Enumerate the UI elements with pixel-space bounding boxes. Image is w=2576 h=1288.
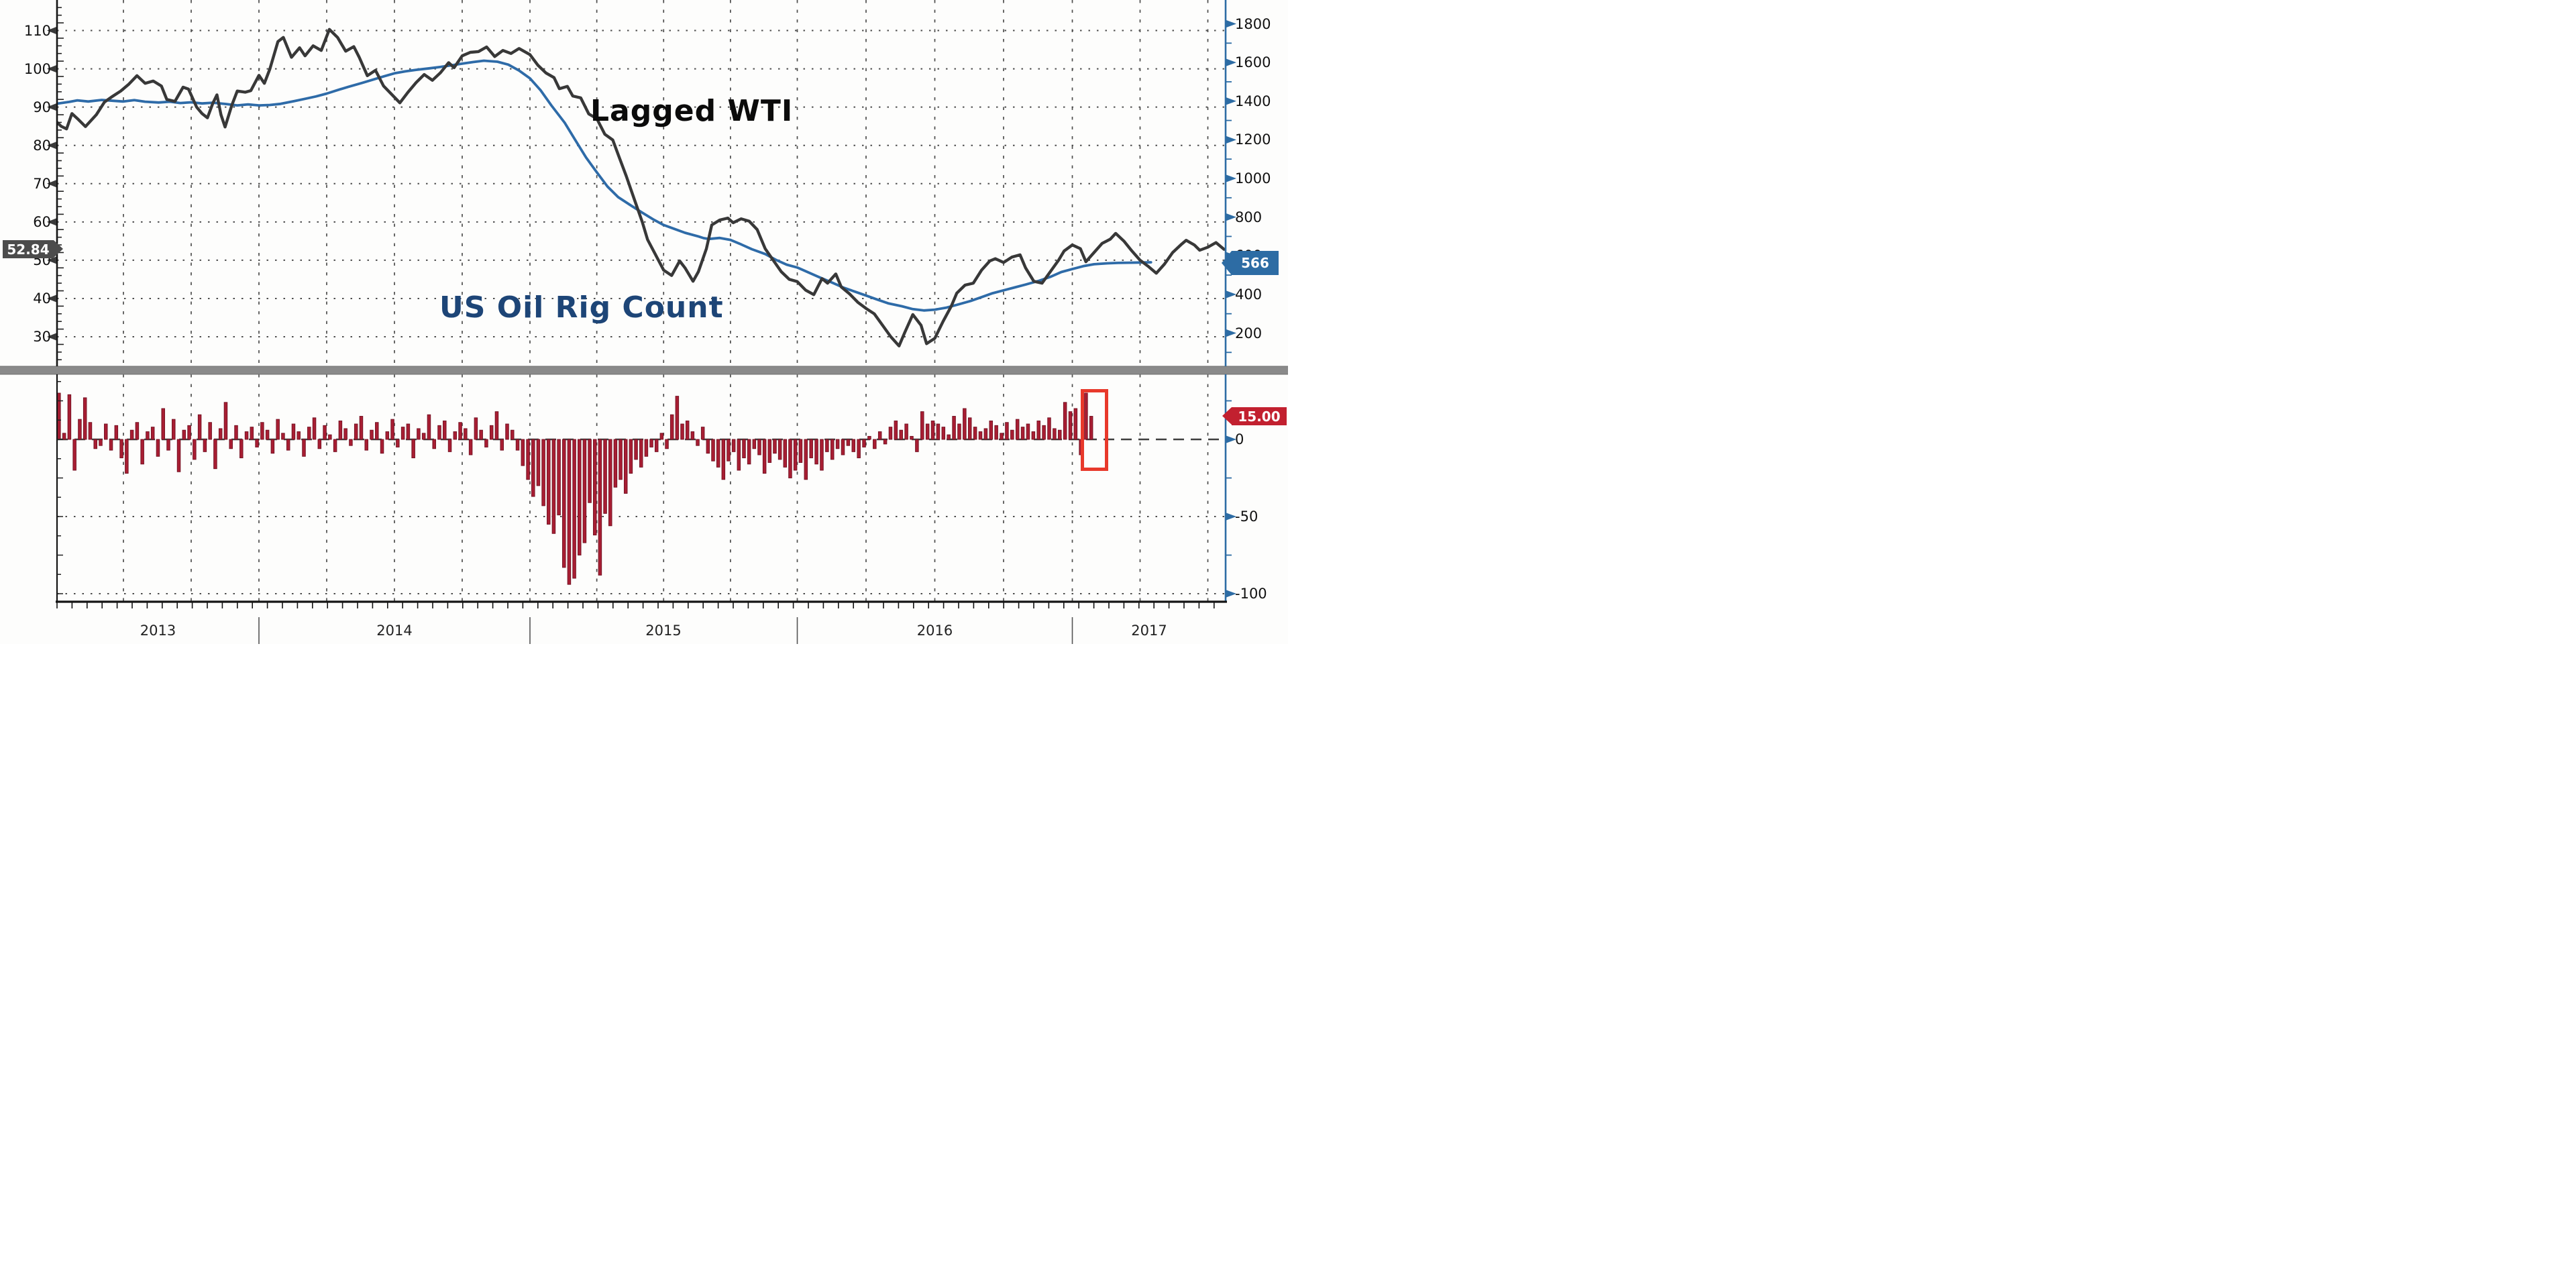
wti-last-value: 52.84 [7,241,50,258]
left-axis-tick-40: 40 [33,290,51,307]
weekly-change-last-value: 15.00 [1238,408,1281,425]
wti-last-value-badge: 52.84 [3,240,63,258]
right-axis-tick-400: 400 [1235,286,1263,303]
recent-bars-highlight-box [1081,389,1108,471]
lagged-wti-line [57,28,1226,347]
chart-svg [0,0,1288,644]
right-axis-tick-1800: 1800 [1235,15,1271,32]
panel-separator [0,366,1288,375]
left-axis-tick-80: 80 [33,137,51,154]
year-label-2017: 2017 [1131,623,1167,639]
rig-count-last-value: 566 [1241,255,1269,271]
right-axis-tick-1600: 1600 [1235,54,1271,71]
gridlines [57,0,1226,602]
rig-count-last-value-badge: 566 [1222,251,1279,275]
left-axis-tick-70: 70 [33,175,51,192]
right-axis-tick-1400: 1400 [1235,93,1271,109]
left-axis-tick-90: 90 [33,99,51,115]
weekly-change-bars [57,392,1093,585]
left-axis-tick-100: 100 [23,60,51,77]
year-label-2015: 2015 [645,623,682,639]
chart-canvas: 110 100 90 80 70 60 50 40 30 1800 1600 1400 1200 100… [0,0,1288,644]
year-label-2014: 2014 [376,623,413,639]
right-axis-tick-1200: 1200 [1235,131,1271,148]
right-axis-tick-200: 200 [1235,325,1263,341]
lagged-wti-series-label: Lagged WTI [590,94,794,128]
rig-count-series-label: US Oil Rig Count [439,290,724,325]
bottom-axis-tick--100: -100 [1235,586,1267,602]
right-axis-tick-800: 800 [1235,209,1263,225]
right-axis-tick-1000: 1000 [1235,170,1271,186]
rig-count-line [57,59,1152,312]
weekly-change-last-value-badge: 15.00 [1222,407,1287,425]
left-axis-tick-30: 30 [33,329,51,345]
year-label-2013: 2013 [140,623,176,639]
series-lines [57,28,1226,347]
axis-tick-marks [47,7,1236,644]
bottom-axis-tick-0: 0 [1235,431,1244,447]
bottom-axis-tick--50: -50 [1235,508,1258,525]
year-label-2016: 2016 [916,623,953,639]
left-axis-tick-60: 60 [33,213,51,230]
left-axis-tick-110: 110 [23,22,51,39]
